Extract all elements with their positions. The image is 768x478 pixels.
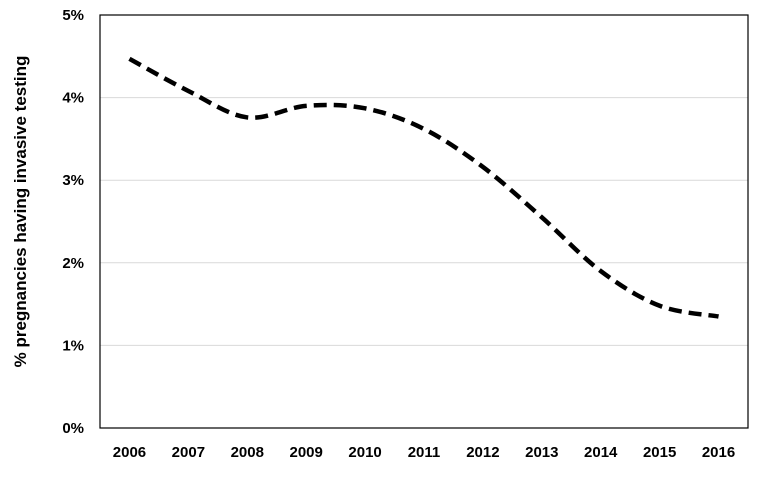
y-tick-label: 3%: [62, 172, 84, 189]
gridlines: [100, 97, 748, 346]
x-tick-label: 2006: [113, 444, 146, 461]
y-tick-label: 2%: [62, 255, 84, 272]
series-line: [128, 56, 719, 319]
data-point-2010: [363, 106, 367, 110]
y-axis-ticks: 0% 1% 2% 3% 4% 5%: [62, 7, 84, 437]
data-point-2006: [127, 57, 131, 61]
data-point-2015: [658, 304, 662, 308]
data-point-2008: [245, 115, 249, 119]
x-tick-label: 2015: [643, 444, 676, 461]
x-axis-ticks: 2006 2007 2008 2009 2010 2011 2012 2013 2014 2015…: [113, 444, 735, 461]
y-tick-label: 5%: [62, 7, 84, 24]
data-point-2014: [599, 269, 603, 273]
plot-area-frame: [99, 14, 749, 429]
data-point-2012: [481, 165, 485, 169]
data-point-2009: [304, 104, 308, 108]
x-tick-label: 2016: [702, 444, 735, 461]
series-group: [127, 56, 721, 319]
data-point-2016: [717, 314, 721, 318]
x-tick-label: 2010: [348, 444, 381, 461]
x-tick-label: 2014: [584, 444, 618, 461]
x-tick-label: 2009: [289, 444, 322, 461]
y-axis-label: % pregnancies having invasive testing: [11, 56, 30, 368]
y-tick-label: 1%: [62, 337, 84, 354]
x-tick-label: 2008: [231, 444, 264, 461]
x-tick-label: 2012: [466, 444, 499, 461]
y-tick-label: 4%: [62, 90, 84, 107]
x-tick-label: 2011: [408, 444, 441, 461]
data-point-2007: [186, 89, 190, 93]
y-tick-label: 0%: [62, 420, 84, 437]
data-point-2013: [540, 215, 544, 219]
x-tick-label: 2013: [525, 444, 558, 461]
data-point-2011: [422, 127, 426, 131]
x-tick-label: 2007: [172, 444, 205, 461]
